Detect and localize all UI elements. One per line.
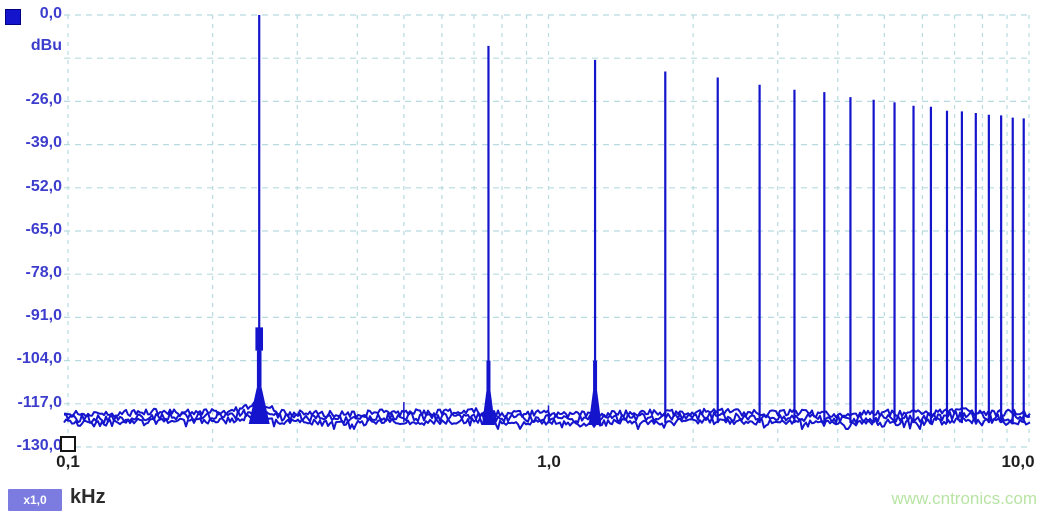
y-tick-label-104: -104,0: [16, 350, 62, 367]
y-tick-label-0: 0,0: [39, 5, 62, 22]
watermark-text: www.cntronics.com: [891, 489, 1037, 508]
y-tick-label-78: -78,0: [25, 264, 62, 281]
x-tick-label-10-0: 10,0: [1001, 452, 1035, 471]
y-axis-unit-label: dBu: [30, 37, 62, 54]
y-tick-label-130: -130,0: [16, 437, 62, 454]
trace-legend-swatch: [5, 9, 21, 25]
x-axis-unit-label: kHz: [70, 486, 106, 508]
x-tick-label-1-0: 1,0: [537, 452, 561, 471]
y-tick-label-117: -117,0: [17, 394, 62, 411]
plot-corner-marker-handle[interactable]: [60, 436, 76, 452]
x-scale-multiplier-badge[interactable]: x1,0: [8, 489, 62, 511]
x-tick-label-0-1: 0,1: [56, 452, 80, 471]
y-tick-label-52: -52,0: [25, 178, 62, 195]
y-tick-label-26: -26,0: [25, 91, 62, 108]
y-tick-label-91: -91,0: [25, 307, 62, 324]
y-tick-label-39: -39,0: [25, 134, 62, 151]
y-tick-label-65: -65,0: [25, 221, 62, 238]
